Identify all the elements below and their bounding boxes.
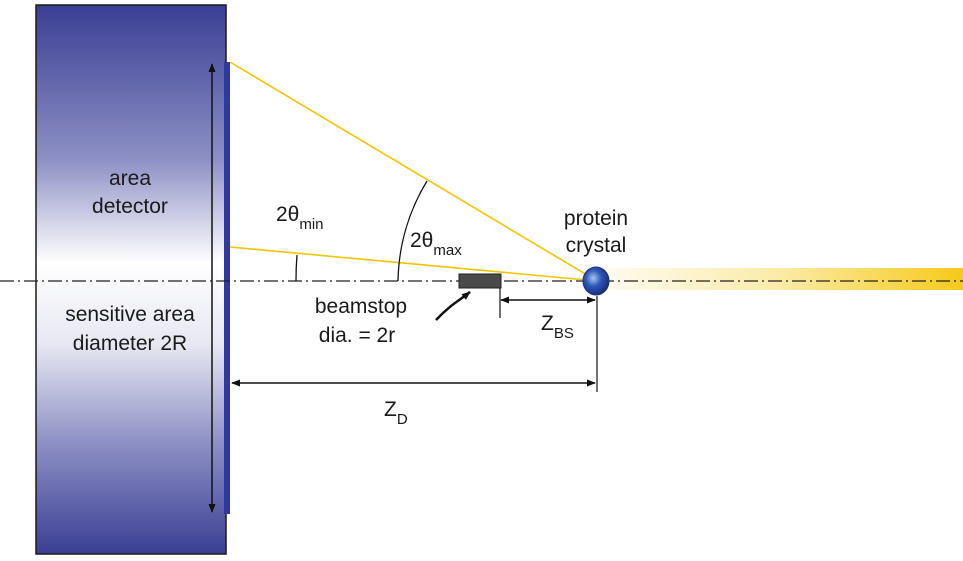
beamstop: [458, 273, 502, 289]
detector-title-line2: detector: [92, 195, 168, 218]
angle-min-label: 2θmin: [276, 203, 324, 233]
crystal-label-line2: crystal: [566, 234, 627, 257]
beamstop-label-line2: dia. = 2r: [319, 324, 395, 347]
angle-max-symbol: 2θ: [410, 229, 433, 252]
ray-min-angle: [229, 246, 598, 282]
area-detector: [35, 4, 227, 555]
angle-min-symbol: 2θ: [276, 203, 299, 226]
angle-arc-min: [295, 254, 298, 282]
angle-max-subscript: max: [433, 242, 462, 259]
detector-title-line1: area: [109, 167, 151, 190]
zd-label: ZD: [384, 398, 408, 428]
zbs-subscript: BS: [554, 325, 574, 342]
angle-min-subscript: min: [299, 216, 323, 233]
sensitive-area-line2: diameter 2R: [73, 332, 187, 355]
angle-arc-max: [397, 180, 428, 282]
beamstop-label-line1: beamstop: [315, 295, 407, 318]
zbs-symbol: Z: [541, 312, 554, 335]
detector-sensitive-face: [224, 62, 230, 514]
crystal-label-line1: protein: [564, 207, 628, 230]
zd-subscript: D: [397, 411, 408, 428]
sensitive-area-line1: sensitive area: [65, 303, 195, 326]
beamstop-pointer: [435, 291, 471, 321]
zd-symbol: Z: [384, 398, 397, 421]
protein-crystal: [582, 266, 610, 296]
ray-max-angle: [229, 61, 598, 282]
angle-max-label: 2θmax: [410, 229, 462, 259]
xray-beam: [600, 268, 963, 290]
zbs-label: ZBS: [541, 312, 574, 342]
